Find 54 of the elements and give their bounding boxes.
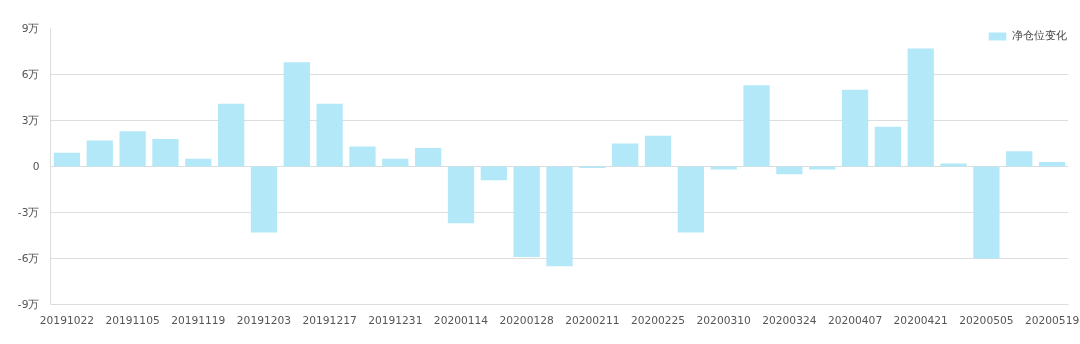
bar [86, 140, 113, 167]
x-tick-label: 20200310 [696, 313, 752, 327]
x-tick-label: 20191105 [105, 313, 160, 327]
bar [973, 166, 1000, 259]
bar [841, 89, 869, 167]
bar [53, 152, 81, 167]
bar [382, 158, 409, 167]
bar [250, 166, 278, 233]
bar [1006, 151, 1033, 167]
x-tick-label: 20191119 [171, 313, 226, 327]
x-tick-label: 20200211 [565, 313, 620, 327]
x-tick-label: 20200324 [762, 313, 817, 327]
bar [677, 166, 704, 233]
y-tick-label: -3万 [17, 206, 40, 219]
y-tick-label: -9万 [17, 298, 40, 311]
bar [743, 85, 770, 167]
x-tick-label: 20200407 [827, 313, 883, 327]
y-tick-label: 6万 [21, 68, 40, 81]
bar [480, 166, 507, 181]
x-tick-label: 20200421 [893, 313, 948, 327]
x-tick-label: 20191231 [368, 313, 423, 327]
x-tick-label: 20200505 [959, 313, 1014, 327]
bar [644, 135, 672, 167]
bar [119, 131, 146, 167]
bar [185, 158, 212, 167]
bar [415, 148, 442, 167]
y-tick-label: -6万 [17, 252, 40, 265]
x-tick-label: 20200519 [1024, 313, 1080, 327]
bar [776, 166, 803, 175]
bar [283, 62, 310, 167]
y-tick-label: 0 [32, 160, 40, 173]
bar [874, 126, 902, 167]
bar [907, 48, 934, 167]
x-tick-label: 20191217 [302, 313, 357, 327]
x-tick-label: 20200114 [433, 313, 489, 327]
x-tick-label: 20200225 [630, 313, 686, 327]
x-tick-label: 20200128 [499, 313, 554, 327]
y-tick-label: 9万 [21, 22, 40, 35]
bar [940, 163, 967, 167]
y-tick-label: 3万 [21, 114, 40, 127]
bar [316, 103, 343, 167]
bar [152, 138, 179, 167]
bar [546, 166, 573, 267]
bar [447, 166, 475, 224]
bar [710, 166, 737, 170]
legend-label: 净仓位变化 [1012, 29, 1067, 43]
bar [809, 166, 836, 170]
bar [612, 143, 639, 167]
x-tick-label: 20191022 [39, 313, 95, 327]
bar [1038, 161, 1066, 167]
x-tick-label: 20191203 [236, 313, 292, 327]
bar [349, 146, 376, 167]
bar [217, 103, 245, 167]
bar [513, 166, 540, 257]
